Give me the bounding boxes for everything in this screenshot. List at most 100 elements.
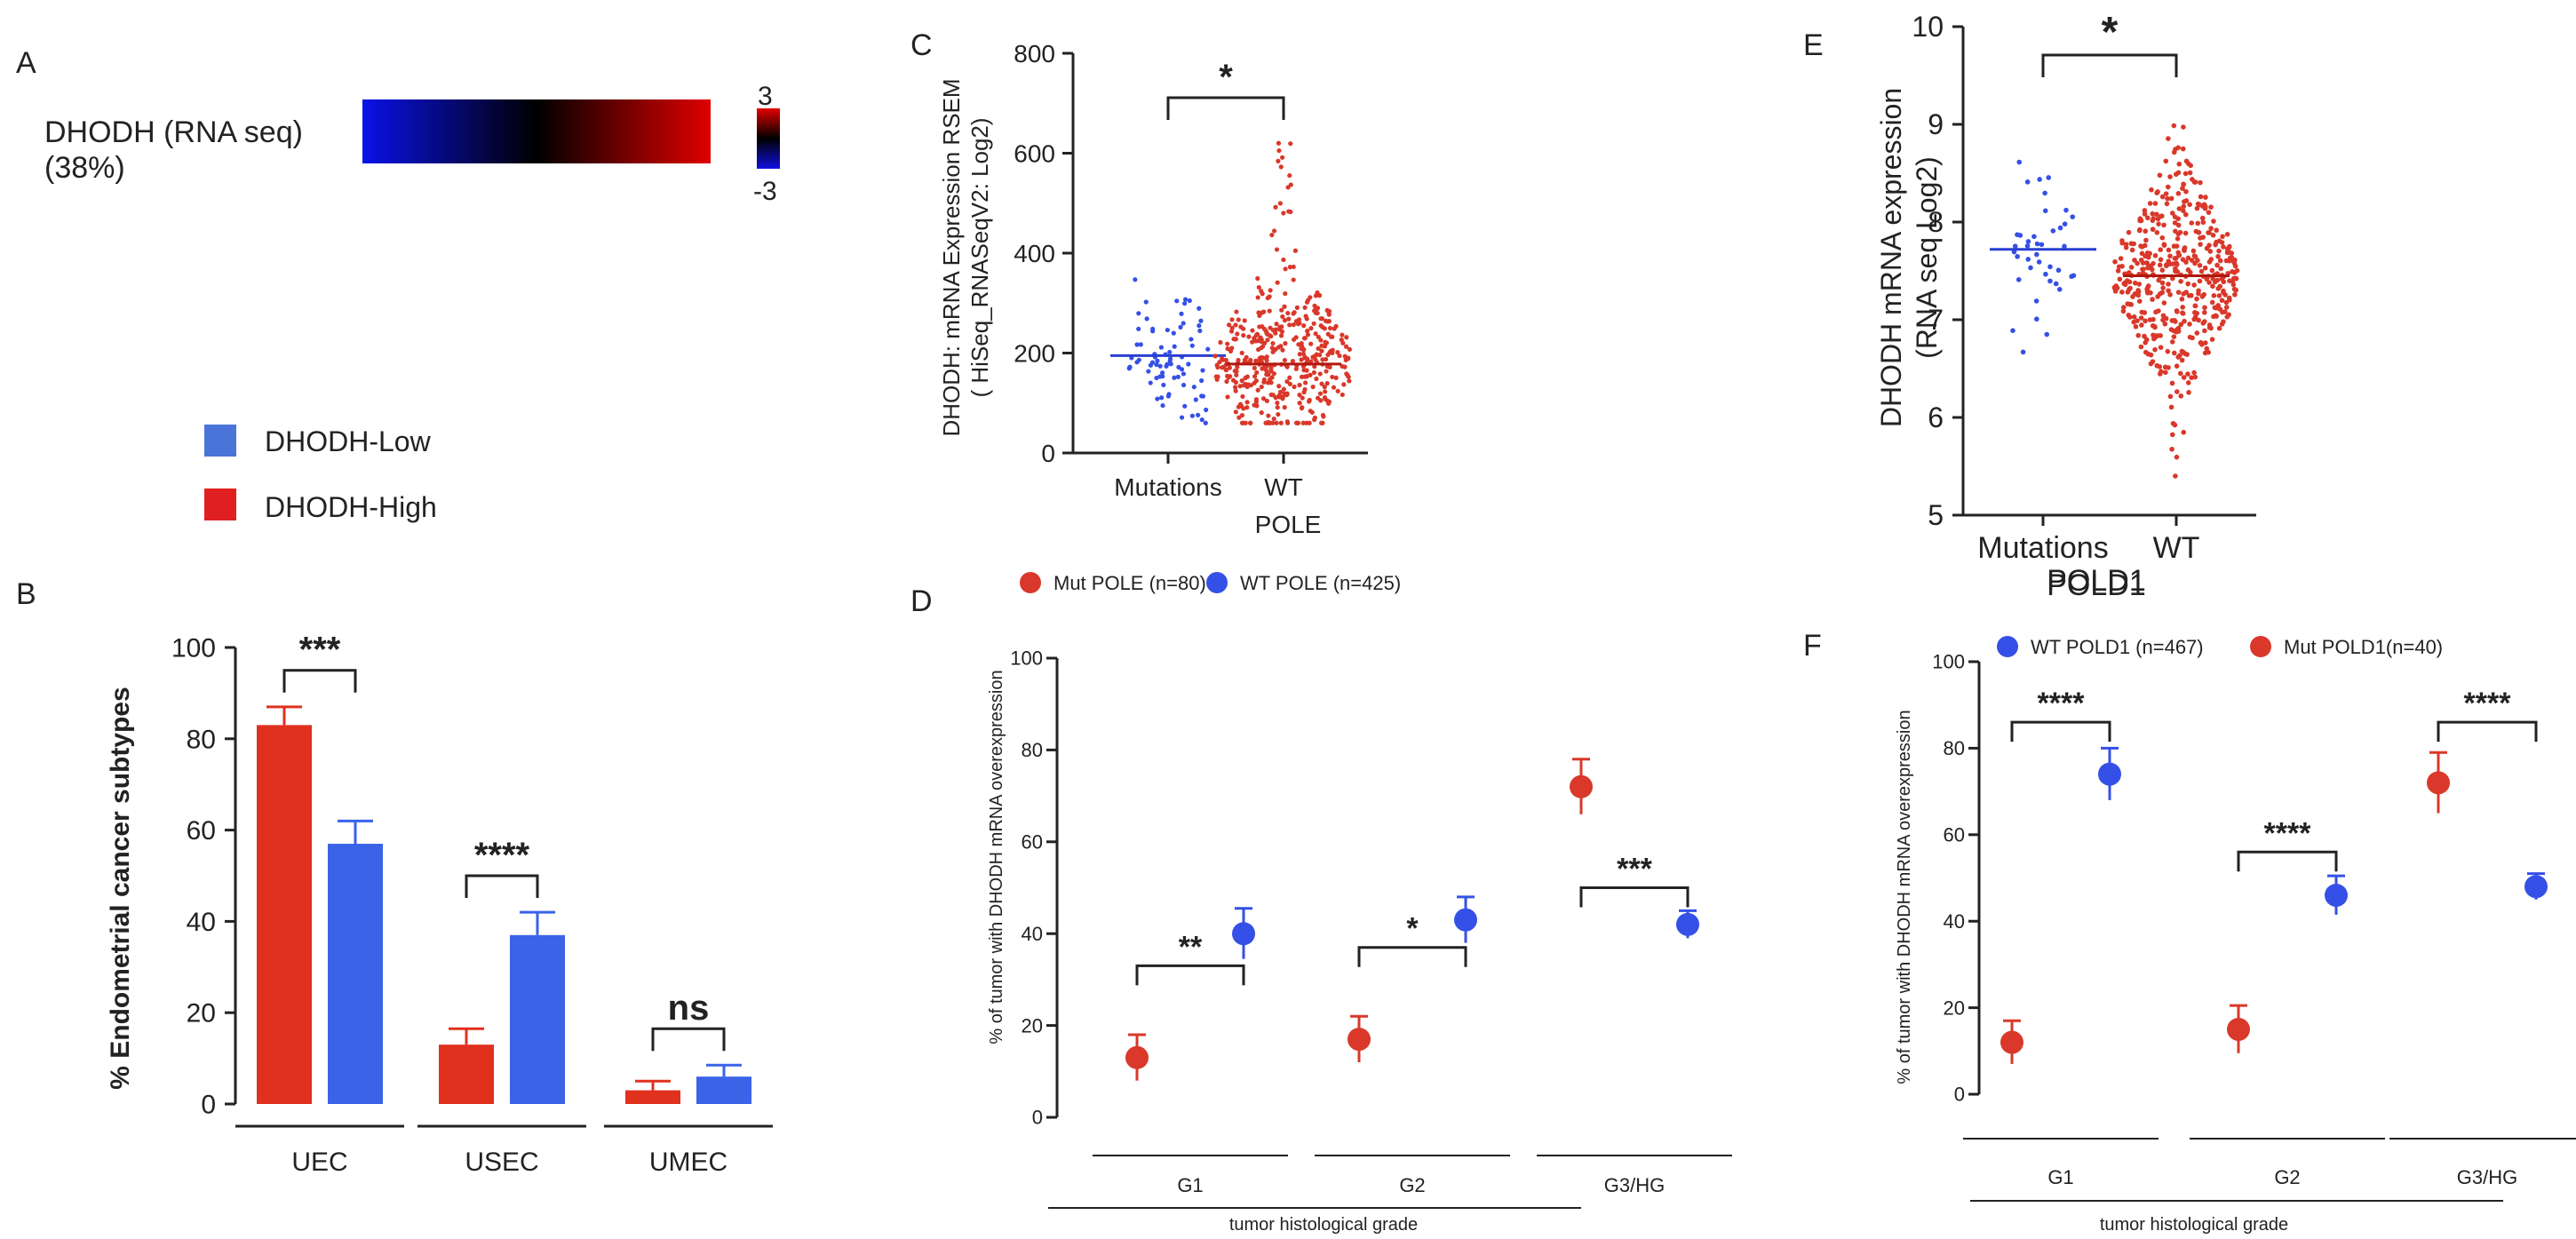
e-point — [2173, 319, 2178, 324]
c-point — [1179, 367, 1185, 372]
e-point — [2183, 188, 2189, 195]
e-point — [2195, 220, 2201, 226]
e-point — [2189, 220, 2195, 226]
e-point — [2149, 266, 2155, 273]
e-point — [2131, 314, 2137, 320]
c-point — [1200, 368, 1205, 373]
heatmap-color-scale — [757, 108, 780, 169]
c-point — [1308, 326, 1314, 331]
e-point — [2153, 211, 2159, 218]
c-point — [1255, 387, 1260, 393]
c-point — [1276, 140, 1282, 146]
e-sig-bracket — [2041, 53, 2178, 77]
e-point — [2119, 290, 2125, 295]
c-point — [1279, 324, 1284, 330]
c-point — [1259, 345, 1264, 351]
panel-b-bar-chart: B % Endometrial cancer subtypes 0 20 40 60 8… — [16, 577, 773, 1177]
panel-letter-e: E — [1803, 28, 1824, 62]
c-point — [1312, 364, 1317, 369]
c-point — [1283, 341, 1288, 346]
c-point — [1161, 382, 1166, 388]
e-point — [2142, 208, 2148, 213]
e-point — [2226, 312, 2231, 318]
c-point — [1323, 389, 1328, 394]
c-point — [1146, 369, 1151, 374]
e-point — [2175, 354, 2182, 360]
c-point — [1253, 378, 1260, 384]
c-point — [1296, 342, 1301, 347]
e-point — [2165, 195, 2170, 202]
c-point — [1149, 360, 1156, 365]
c-point — [1218, 339, 1223, 345]
c-point — [1317, 391, 1324, 396]
c-point — [1254, 369, 1260, 376]
e-point — [2178, 278, 2183, 284]
c-point — [1246, 334, 1252, 339]
c-point — [1287, 322, 1292, 328]
c-x-tick-label: WT — [1264, 473, 1303, 501]
c-point — [1256, 284, 1261, 290]
c-point — [1296, 317, 1302, 322]
e-point — [2117, 276, 2123, 282]
panel-letter-a: A — [16, 46, 36, 80]
c-point — [1292, 310, 1297, 315]
c-point — [1181, 382, 1187, 388]
e-point — [2178, 322, 2184, 328]
c-point — [1293, 335, 1299, 340]
e-point — [2167, 174, 2173, 179]
c-point — [1273, 330, 1278, 336]
c-point — [1189, 337, 1194, 342]
f-sig-label: **** — [2038, 687, 2086, 720]
c-point — [1277, 389, 1284, 394]
c-point — [1268, 392, 1274, 398]
c-point — [1340, 332, 1345, 338]
b-bar-dhodh-low — [696, 1076, 751, 1104]
c-point — [1225, 341, 1230, 346]
d-y-axis-label: % of tumor with DHODH mRNA overexpressio… — [987, 670, 1006, 1044]
panel-e-scatter: E DHODH mRNA expression (RNA seq Log2) P… — [1803, 9, 2256, 598]
e-point — [2192, 374, 2198, 380]
c-point — [1284, 364, 1290, 369]
f-y-tick-label: 40 — [1944, 910, 1965, 933]
e-point — [2191, 316, 2197, 322]
e-point — [2127, 279, 2133, 285]
panel-letter-f: F — [1803, 629, 1822, 663]
e-point — [2176, 161, 2182, 167]
c-point — [1233, 337, 1238, 342]
e-point — [2166, 136, 2171, 141]
e-point — [2162, 321, 2168, 327]
e-point — [2071, 273, 2077, 279]
c-point — [1311, 369, 1316, 376]
c-point — [1250, 339, 1255, 345]
e-point — [2187, 170, 2193, 176]
e-point — [2183, 211, 2189, 218]
e-y-tick-label: 8 — [1928, 206, 1944, 238]
e-point — [2171, 334, 2177, 339]
c-point — [1278, 420, 1284, 425]
c-point — [1229, 345, 1235, 351]
e-point — [2161, 222, 2167, 228]
c-point — [1340, 340, 1346, 345]
b-bar-dhodh-high — [439, 1044, 494, 1104]
f-legend-label: Mut POLD1(n=40) — [2284, 636, 2443, 658]
e-point — [2192, 260, 2198, 266]
e-point — [2215, 254, 2221, 259]
d-legend-marker — [1206, 572, 1228, 593]
e-point — [2138, 344, 2144, 350]
c-point — [1291, 322, 1296, 328]
c-point — [1324, 307, 1330, 313]
c-point — [1181, 321, 1186, 326]
e-point — [2154, 230, 2160, 235]
b-category-label: UMEC — [649, 1148, 727, 1177]
e-point — [2033, 316, 2039, 322]
e-point — [2159, 235, 2166, 241]
e-point — [2025, 257, 2031, 262]
panel-letter-d: D — [910, 584, 933, 618]
d-category-label: G1 — [1177, 1174, 1203, 1196]
e-point — [2043, 271, 2048, 277]
e-point — [2046, 175, 2052, 180]
e-point — [2198, 339, 2204, 345]
c-point — [1292, 248, 1299, 253]
c-point — [1276, 158, 1281, 163]
e-point — [2215, 303, 2221, 308]
